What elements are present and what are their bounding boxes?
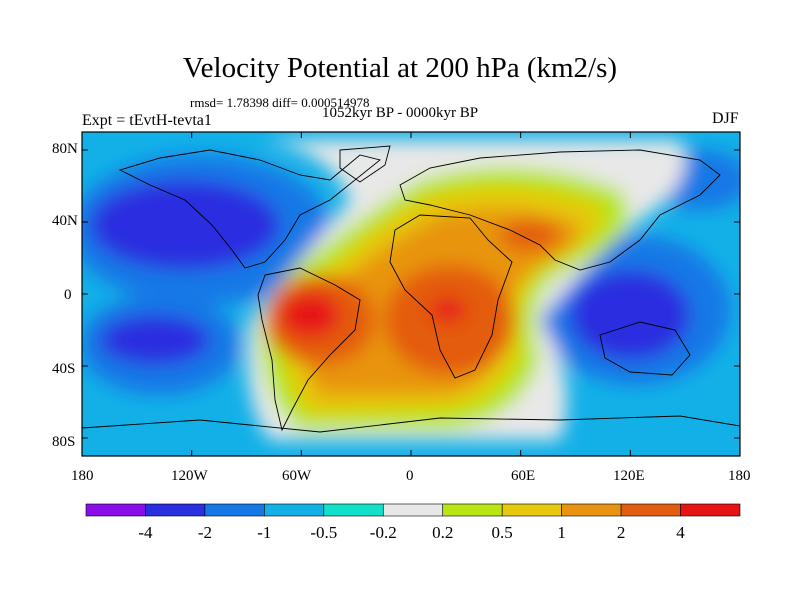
colorbar-box-4 bbox=[323, 503, 384, 517]
lat-tick-40s: 40S bbox=[52, 361, 76, 377]
low-pacific-north-core bbox=[90, 180, 280, 270]
season-label: DJF bbox=[712, 110, 739, 127]
coast-australia bbox=[599, 321, 691, 376]
stats-line: rmsd= 1.78398 diff= 0.000514978 bbox=[190, 95, 370, 110]
coast-antarctica bbox=[82, 415, 740, 433]
colorbar-box-0 bbox=[85, 503, 146, 517]
colorbar-box-8 bbox=[561, 503, 622, 517]
colorbar-box-7 bbox=[501, 503, 562, 517]
coast-north-america bbox=[118, 149, 381, 269]
chart-title: Velocity Potential at 200 hPa (km2/s) bbox=[182, 52, 618, 84]
lon-tick-60w: 60W bbox=[282, 468, 312, 484]
colorbar-label-2: -1 bbox=[257, 523, 272, 542]
experiment-label: Expt = tEvtH-tevta1 bbox=[82, 112, 212, 129]
field-blobs bbox=[82, 140, 740, 440]
colorbar-label-0: -4 bbox=[138, 523, 153, 542]
colorbar-label-3: -0.5 bbox=[310, 523, 338, 542]
coast-africa bbox=[389, 214, 513, 379]
colorbar-box-10 bbox=[680, 503, 741, 517]
lon-tick-60e: 60E bbox=[511, 468, 536, 484]
lon-tick-180w: 180 bbox=[71, 468, 94, 484]
colorbar-label-4: -0.2 bbox=[369, 523, 397, 542]
lat-tick-80s: 80S bbox=[52, 434, 76, 450]
peak-africa bbox=[430, 298, 466, 322]
coast-eurasia bbox=[399, 149, 721, 271]
coastlines bbox=[82, 145, 740, 433]
coast-south-america bbox=[257, 267, 361, 432]
low-maritime-core bbox=[570, 270, 690, 360]
colorbar-box-9 bbox=[620, 503, 681, 517]
coast-greenland bbox=[339, 145, 391, 183]
colorbar-label-1: -2 bbox=[197, 523, 212, 542]
high-arabia bbox=[500, 220, 560, 250]
colorbar-box-3 bbox=[264, 503, 325, 517]
contour-field bbox=[82, 132, 740, 456]
colorbar-label-8: 2 bbox=[616, 523, 626, 542]
period-label: 1052kyr BP - 0000kyr BP bbox=[322, 105, 479, 121]
peak-samerica bbox=[280, 293, 340, 337]
lat-tick-80n: 80N bbox=[52, 141, 78, 157]
lat-tick-40n: 40N bbox=[52, 213, 78, 229]
colorbar-box-2 bbox=[204, 503, 265, 517]
colorbar-label-7: 1 bbox=[557, 523, 566, 542]
colorbar bbox=[85, 503, 741, 517]
lon-tick-120w: 120W bbox=[171, 468, 208, 484]
axis-ticks bbox=[81, 132, 741, 456]
low-pacific-south-core bbox=[100, 315, 210, 365]
lon-tick-120e: 120E bbox=[613, 468, 645, 484]
colorbar-label-6: 0.5 bbox=[491, 523, 513, 542]
lat-tick-0: 0 bbox=[64, 287, 72, 303]
colorbar-label-5: 0.2 bbox=[432, 523, 454, 542]
colorbar-label-9: 4 bbox=[676, 523, 685, 542]
lon-tick-180e: 180 bbox=[728, 468, 751, 484]
lon-tick-0: 0 bbox=[406, 468, 414, 484]
colorbar-box-5 bbox=[382, 503, 444, 517]
colorbar-box-1 bbox=[145, 503, 206, 517]
colorbar-box-6 bbox=[442, 503, 503, 517]
